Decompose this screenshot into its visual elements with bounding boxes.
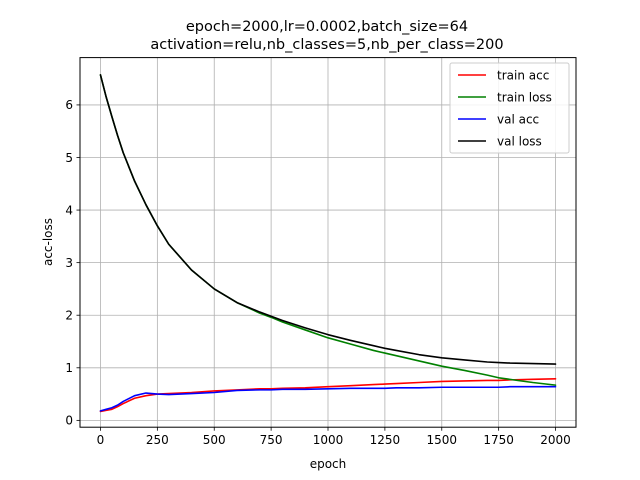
legend: train acc train loss val acc val loss [449,62,570,154]
x-tick-label: 2000 [540,433,571,447]
x-tick-label: 0 [97,433,105,447]
x-tick-label: 750 [260,433,283,447]
y-tick-label: 5 [65,151,73,165]
grid [80,57,576,428]
y-axis-label: acc-loss [41,218,55,266]
series-line-val-loss [99,74,557,365]
x-tick-label: 1500 [426,433,457,447]
x-axis-label: epoch [310,457,347,471]
legend-label: train loss [497,90,552,104]
x-tick-label: 1750 [483,433,514,447]
series-layer [99,74,557,413]
y-tick-label: 4 [65,203,73,217]
y-tick-label: 3 [65,256,73,270]
axes: 0 250 500 750 1000 1250 1500 1750 2000 0 1 2 3 4 5 6 [65,98,570,447]
legend-label: val loss [497,134,542,148]
series-line-val-acc [99,385,557,412]
legend-label: train acc [497,68,549,82]
series-line-train-acc [99,378,557,413]
chart-subtitle: activation=relu,nb_classes=5,nb_per_clas… [150,37,503,53]
y-tick-label: 0 [65,414,73,428]
x-tick-label: 500 [203,433,226,447]
y-tick-label: 2 [65,309,73,323]
y-tick-label: 1 [65,361,73,375]
x-tick-label: 1250 [370,433,401,447]
chart-title: epoch=2000,lr=0.0002,batch_size=64 [186,19,468,35]
x-tick-label: 250 [146,433,169,447]
legend-label: val acc [497,112,539,126]
legend-box [449,62,570,154]
y-tick-label: 6 [65,98,73,112]
x-tick-label: 1000 [313,433,344,447]
